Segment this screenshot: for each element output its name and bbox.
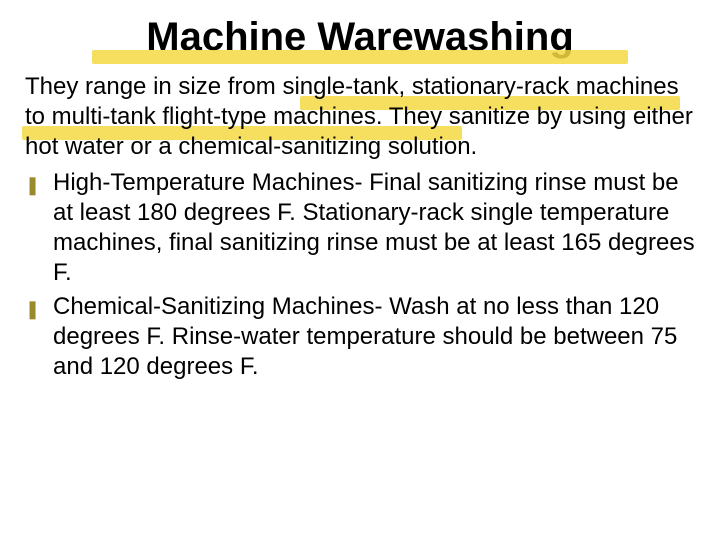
- bullet-content: Chemical-Sanitizing Machines- Wash at no…: [53, 292, 695, 382]
- bullet-marker-icon: ❚: [25, 168, 53, 288]
- slide-title: Machine Warewashing: [25, 15, 695, 60]
- intro-paragraph: They range in size from single-tank, sta…: [25, 72, 695, 162]
- bullet-content: High-Temperature Machines- Final sanitiz…: [53, 168, 695, 288]
- bullet-lead: Chemical-Sanitizing Machines-: [53, 293, 382, 320]
- bullet-item: ❚ High-Temperature Machines- Final sanit…: [25, 168, 695, 288]
- bullet-item: ❚ Chemical-Sanitizing Machines- Wash at …: [25, 292, 695, 382]
- bullet-marker-icon: ❚: [25, 292, 53, 382]
- bullet-lead: High-Temperature Machines-: [53, 169, 362, 196]
